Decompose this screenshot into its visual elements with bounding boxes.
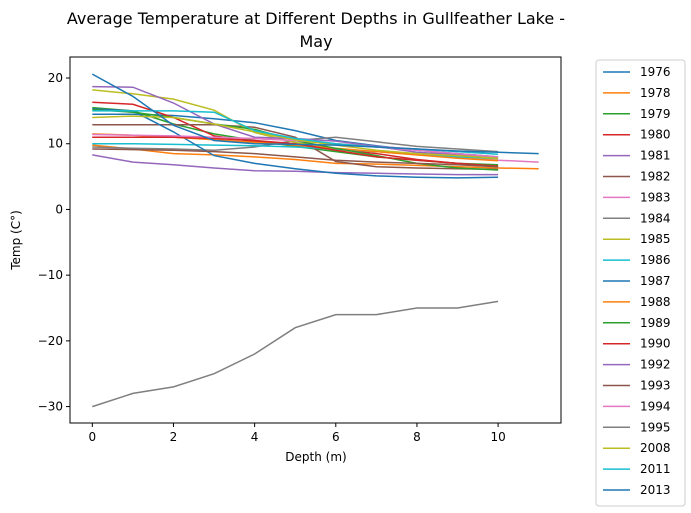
legend-label-1988: 1988 [640, 295, 671, 309]
legend-label-1983: 1983 [640, 190, 671, 204]
y-tick-label: −10 [38, 268, 63, 282]
x-tick-label: 6 [332, 430, 340, 444]
plot-lines [91, 73, 539, 408]
legend-label-1986: 1986 [640, 253, 671, 267]
series-line-2008 [92, 115, 499, 159]
chart-title-line-1: Average Temperature at Different Depths … [67, 9, 565, 28]
y-tick-label: 20 [48, 71, 63, 85]
legend-label-2013: 2013 [640, 483, 671, 497]
legend-frame [595, 59, 686, 507]
legend-label-1976: 1976 [640, 65, 671, 79]
series-line-1993 [92, 148, 499, 168]
x-tick-label: 2 [170, 430, 178, 444]
y-tick-label: 10 [48, 137, 63, 151]
legend-label-2008: 2008 [640, 441, 671, 455]
series-line-1981 [92, 154, 499, 176]
x-tick-label: 10 [490, 430, 505, 444]
series-line-1978 [92, 144, 539, 170]
x-tick-label: 0 [88, 430, 96, 444]
legend-label-1984: 1984 [640, 211, 671, 225]
y-axis-label: Temp (C°) [9, 210, 23, 271]
series-line-2013 [91, 73, 539, 155]
legend: 1976 1978 1979 1980 1981 1982 1983 1984 1985 1986… [595, 59, 686, 507]
legend-label-1978: 1978 [640, 86, 671, 100]
legend-label-1990: 1990 [640, 337, 671, 351]
legend-label-1995: 1995 [640, 420, 671, 434]
chart-title-line-2: May [299, 32, 332, 51]
x-tick-label: 4 [251, 430, 259, 444]
y-axis-ticks: −30 −20 −10 0 10 20 [38, 71, 70, 414]
legend-label-1992: 1992 [640, 358, 671, 372]
plot-frame [69, 56, 562, 424]
legend-label-1980: 1980 [640, 128, 671, 142]
y-tick-label: −20 [38, 334, 63, 348]
x-axis-label: Depth (m) [285, 450, 346, 464]
legend-label-1985: 1985 [640, 232, 671, 246]
series-line-1987 [92, 108, 499, 179]
y-tick-label: 0 [55, 202, 63, 216]
x-tick-label: 8 [413, 430, 421, 444]
legend-label-1979: 1979 [640, 107, 671, 121]
legend-label-2011: 2011 [640, 462, 671, 476]
x-axis-ticks: 0 2 4 6 8 10 [88, 423, 506, 444]
legend-label-1994: 1994 [640, 399, 671, 413]
legend-label-1981: 1981 [640, 149, 671, 163]
legend-label-1987: 1987 [640, 274, 671, 288]
legend-label-1982: 1982 [640, 170, 671, 184]
y-tick-label: −30 [38, 400, 63, 414]
series-line-1995 [92, 300, 499, 408]
legend-label-1989: 1989 [640, 316, 671, 330]
legend-label-1993: 1993 [640, 379, 671, 393]
